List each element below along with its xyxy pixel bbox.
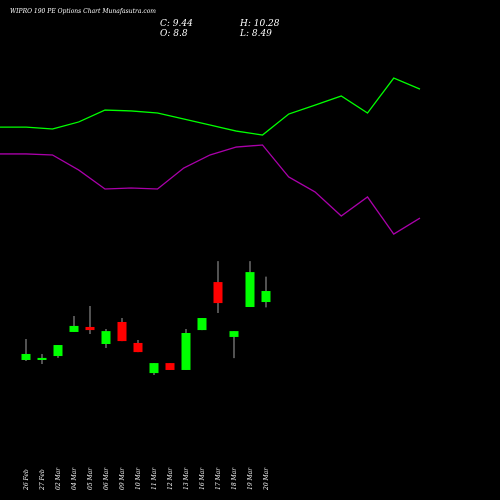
candle-body — [245, 272, 255, 308]
candle-body — [101, 331, 111, 344]
x-tick-label: 20 Mar — [263, 467, 270, 491]
candle-body — [197, 318, 207, 331]
indicator-line — [0, 144, 421, 235]
x-tick-label: 10 Mar — [135, 467, 142, 490]
candle-body — [181, 332, 191, 370]
x-tick-label: 06 Mar — [103, 467, 110, 490]
candle-body — [21, 353, 31, 360]
candle-body — [165, 363, 175, 370]
ohlc-high: H: 10.28 — [239, 19, 280, 29]
x-tick-label: 09 Mar — [119, 467, 126, 490]
candle-body — [69, 325, 79, 332]
x-tick-label: 11 Mar — [151, 467, 158, 490]
candle-body — [149, 363, 159, 374]
x-tick-label: 13 Mar — [183, 467, 190, 490]
candle-body — [261, 291, 271, 303]
x-tick-label: 18 Mar — [231, 467, 238, 490]
indicator-line — [0, 77, 421, 136]
x-tick-label: 19 Mar — [247, 467, 254, 490]
ohlc-open: O: 8.8 — [160, 29, 188, 39]
x-tick-label: 05 Mar — [87, 467, 94, 490]
candle-body — [229, 331, 239, 337]
x-tick-label: 16 Mar — [199, 467, 206, 490]
candle-body — [213, 282, 223, 304]
ohlc-low: L: 8.49 — [239, 29, 272, 39]
x-tick-label: 17 Mar — [215, 467, 222, 490]
x-tick-label: 26 Feb — [23, 469, 30, 491]
ohlc-close: C: 9.44 — [160, 19, 193, 29]
x-tick-label: 04 Mar — [71, 467, 78, 490]
x-tick-label: 12 Mar — [167, 467, 174, 490]
x-tick-label: 27 Feb — [39, 469, 46, 491]
candle-body — [53, 345, 63, 357]
chart-title: WIPRO 190 PE Options Chart Munafasutra.c… — [10, 8, 156, 15]
candle-body — [117, 321, 127, 342]
candle-body — [133, 342, 143, 353]
candle-body — [85, 326, 95, 331]
candle-body — [37, 357, 47, 360]
x-tick-label: 02 Mar — [55, 467, 62, 490]
